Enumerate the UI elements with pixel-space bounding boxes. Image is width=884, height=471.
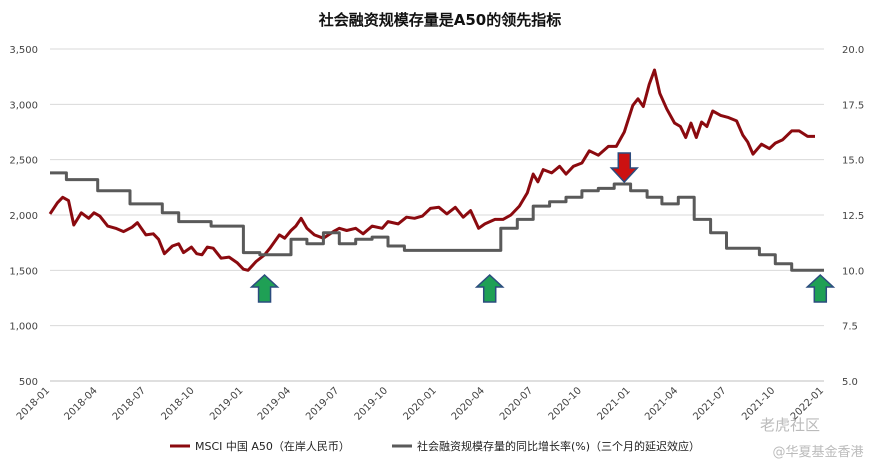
y-tick-left: 3,500 (9, 45, 38, 56)
x-tick: 2019-07 (304, 385, 341, 422)
up-arrow-icon (474, 273, 505, 303)
y-tick-left: 1,000 (9, 322, 38, 333)
series-line-msci-a50 (48, 68, 815, 272)
y-tick-right: 17.5 (842, 100, 864, 111)
y-tick-left: 3,000 (9, 100, 38, 111)
y-tick-right: 15.0 (842, 156, 864, 167)
y-axis-left: 500 1,000 1,500 2,000 2,500 3,000 3,500 (9, 45, 38, 388)
legend: MSCI 中国 A50（在岸人民币） 社会融资规模存量的同比增长率(%)（三个月… (170, 439, 700, 453)
x-tick: 2020-07 (498, 385, 535, 422)
x-tick: 2021-01 (595, 385, 632, 422)
up-arrow-icon (805, 273, 836, 303)
y-tick-left: 2,000 (9, 211, 38, 222)
x-tick: 2021-07 (691, 385, 728, 422)
x-tick: 2018-01 (15, 385, 52, 422)
y-tick-right: 5.0 (842, 377, 858, 388)
x-tick: 2018-10 (159, 385, 196, 422)
x-tick: 2019-04 (256, 385, 293, 422)
chart-title: 社会融资规模存量是A50的领先指标 (318, 11, 562, 29)
legend-label-msci: MSCI 中国 A50（在岸人民币） (195, 440, 350, 453)
y-tick-right: 20.0 (842, 45, 864, 56)
y-tick-left: 2,500 (9, 156, 38, 167)
x-axis: 2018-01 2018-04 2018-07 2018-10 2019-01 2019-… (15, 380, 826, 423)
series-lines (48, 68, 824, 272)
watermark-text-2: @华夏基金香港 (772, 444, 863, 460)
y-axis-right: 5.0 7.5 10.0 12.5 15.0 17.5 20.0 (842, 45, 864, 388)
y-tick-left: 1,500 (9, 266, 38, 277)
x-tick: 2020-01 (402, 385, 439, 422)
watermark-text-1: 老虎社区 (760, 416, 820, 434)
gridlines (50, 48, 824, 382)
x-tick: 2020-10 (547, 385, 584, 422)
legend-label-tsf: 社会融资规模存量的同比增长率(%)（三个月的延迟效应） (417, 439, 700, 453)
x-tick: 2019-10 (353, 385, 390, 422)
annotation-arrows (249, 152, 836, 303)
up-arrow-icon (249, 273, 280, 303)
y-tick-right: 12.5 (842, 211, 864, 222)
y-tick-right: 10.0 (842, 266, 864, 277)
y-tick-right: 7.5 (842, 322, 858, 333)
down-arrow-icon (609, 152, 639, 184)
x-tick: 2020-04 (450, 385, 487, 422)
series-line-tsf-growth (50, 171, 824, 272)
y-tick-left: 500 (19, 377, 38, 388)
watermark: 老虎社区 @华夏基金香港 (760, 416, 864, 460)
x-tick: 2018-04 (62, 385, 99, 422)
x-tick: 2021-04 (643, 385, 680, 422)
x-tick: 2019-01 (208, 385, 245, 422)
x-tick: 2018-07 (111, 385, 148, 422)
